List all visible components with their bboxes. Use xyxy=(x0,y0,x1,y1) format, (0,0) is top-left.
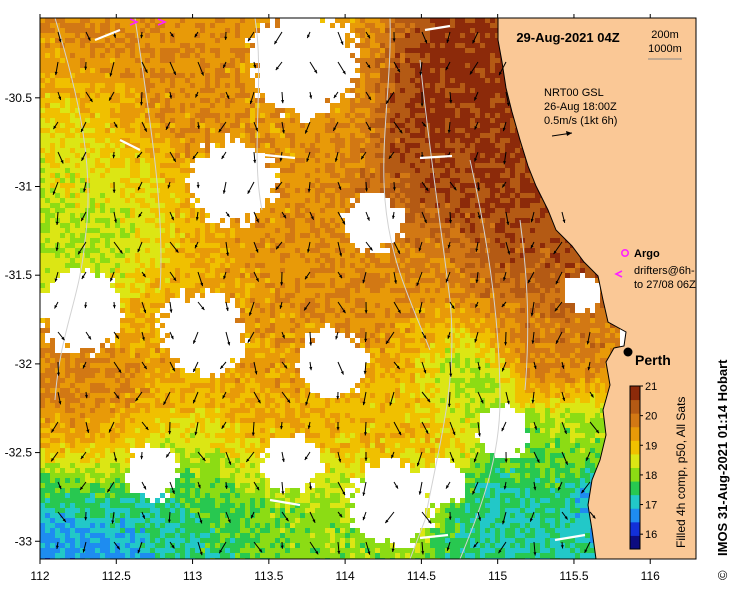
lon-tick-label: 113.5 xyxy=(254,569,283,583)
lat-tick-label: -31 xyxy=(15,180,33,194)
latitude-axis: -30.5 -31 -31.5 -32 -32.5 -33 xyxy=(5,91,40,548)
lon-tick-label: 116 xyxy=(641,569,660,583)
drifter-legend-line1: drifters@6h- xyxy=(634,265,695,277)
lat-tick-label: -32 xyxy=(15,357,33,371)
timestamp-label: 29-Aug-2021 04Z xyxy=(516,30,619,45)
credit-label: IMOS 31-Aug-2021 01:14 Hobart xyxy=(715,359,730,556)
copyright-label: © xyxy=(715,570,730,580)
lon-tick-label: 114 xyxy=(336,569,355,583)
colorbar-tick-label: 16 xyxy=(645,529,657,541)
map-plot-area xyxy=(40,18,696,563)
colorbar-tick-label: 21 xyxy=(645,381,657,393)
lat-tick-label: -30.5 xyxy=(5,91,33,105)
drifter-legend-line2: to 27/08 06Z xyxy=(634,279,696,291)
current-source-line1: NRT00 GSL xyxy=(544,87,604,99)
colorbar-swatch xyxy=(630,468,640,482)
current-source-line2: 26-Aug 18:00Z xyxy=(544,101,617,113)
lon-tick-label: 115.5 xyxy=(559,569,588,583)
lat-tick-label: -32.5 xyxy=(5,446,33,460)
lon-tick-label: 114.5 xyxy=(407,569,436,583)
colorbar-swatch xyxy=(630,427,640,441)
colorbar-swatch xyxy=(630,508,640,522)
lon-tick-label: 115 xyxy=(488,569,507,583)
current-source-line3: 0.5m/s (1kt 6h) xyxy=(544,115,617,127)
colorbar-swatch xyxy=(630,495,640,509)
colorbar-tick-label: 19 xyxy=(645,440,657,452)
colorbar-swatch xyxy=(630,386,640,400)
lon-tick-label: 112 xyxy=(30,569,49,583)
colorbar-swatch xyxy=(630,535,640,549)
colorbar-swatch xyxy=(630,440,640,454)
colorbar-swatch xyxy=(630,522,640,536)
lat-tick-label: -33 xyxy=(15,534,33,548)
colorbar-tick-label: 20 xyxy=(645,411,657,423)
contour-1000m-label: 1000m xyxy=(648,43,682,55)
colorbar-label: Filled 4h comp, p50, All Sats xyxy=(674,397,688,548)
lon-tick-label: 112.5 xyxy=(102,569,131,583)
colorbar-tick-label: 17 xyxy=(645,500,657,512)
lat-tick-label: -31.5 xyxy=(5,268,33,282)
contour-200m-label: 200m xyxy=(651,29,679,41)
lon-tick-label: 113 xyxy=(183,569,202,583)
argo-label: Argo xyxy=(634,248,660,260)
city-dot-icon xyxy=(624,348,633,357)
colorbar-tick-label: 18 xyxy=(645,470,657,482)
colorbar-swatch xyxy=(630,481,640,495)
colorbar-swatch xyxy=(630,400,640,414)
colorbar-swatch xyxy=(630,413,640,427)
city-label: Perth xyxy=(635,352,671,368)
colorbar-swatch xyxy=(630,454,640,468)
